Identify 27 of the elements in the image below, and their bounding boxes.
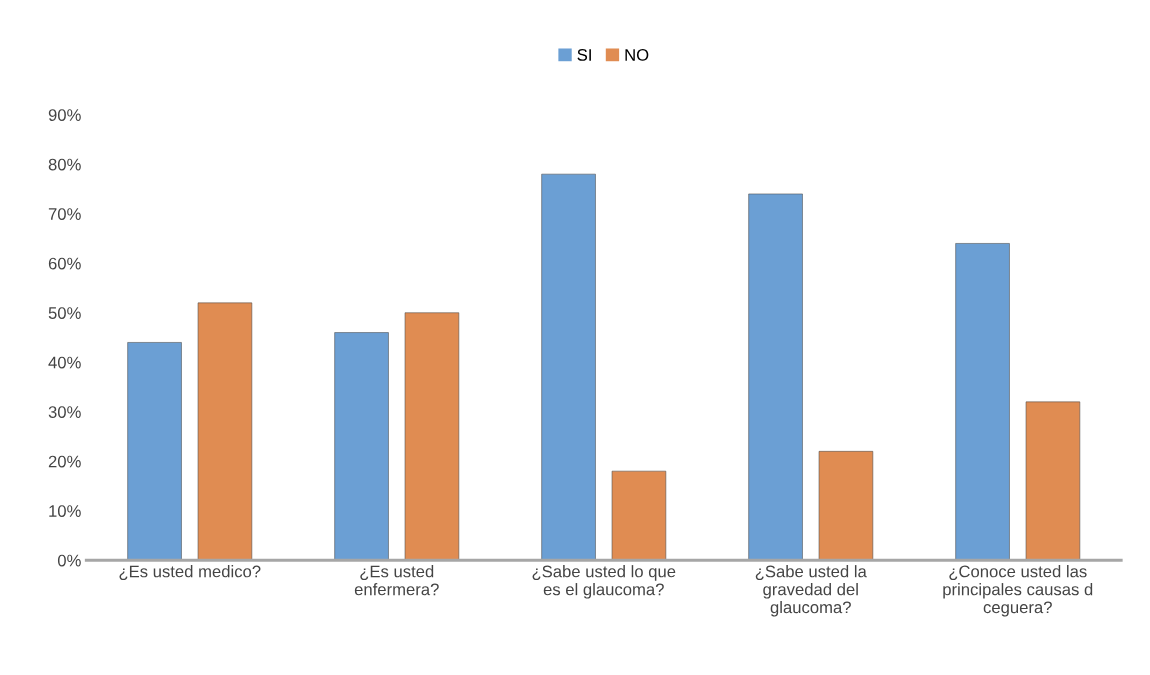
y-tick-label: 30%: [48, 406, 81, 418]
bar: [818, 451, 874, 561]
bar: [611, 470, 667, 561]
bar: [127, 342, 182, 561]
bar: [404, 312, 460, 561]
legend-label: SI: [577, 49, 591, 61]
x-tick-label: ¿Es usted enfermera?: [354, 565, 439, 596]
x-tick-label: ¿Es usted medico?: [119, 565, 261, 581]
bar: [955, 243, 1010, 561]
bar: [334, 332, 389, 561]
x-tick-label: ¿Conoce usted las principales causas d ceguera?: [943, 565, 1093, 617]
bar: [1025, 401, 1081, 561]
x-tick-label: ¿Sabe usted lo que es el glaucoma?: [532, 565, 676, 599]
y-tick-label: 10%: [49, 505, 81, 517]
y-tick-label: 40%: [48, 356, 81, 369]
y-tick-label: 90%: [48, 109, 81, 121]
bar: [197, 302, 253, 561]
y-tick-label: 80%: [48, 158, 81, 171]
x-tick-label: ¿Sabe usted la gravedad del glaucoma?: [755, 565, 867, 617]
y-tick-label: 20%: [48, 455, 81, 468]
legend-label: NO: [625, 49, 649, 61]
bar: [541, 173, 596, 561]
bar: [748, 193, 803, 561]
y-tick-label: 50%: [48, 307, 81, 319]
y-tick-label: 60%: [48, 257, 81, 270]
y-tick-label: 70%: [48, 208, 81, 220]
y-tick-label: 0%: [57, 554, 81, 567]
